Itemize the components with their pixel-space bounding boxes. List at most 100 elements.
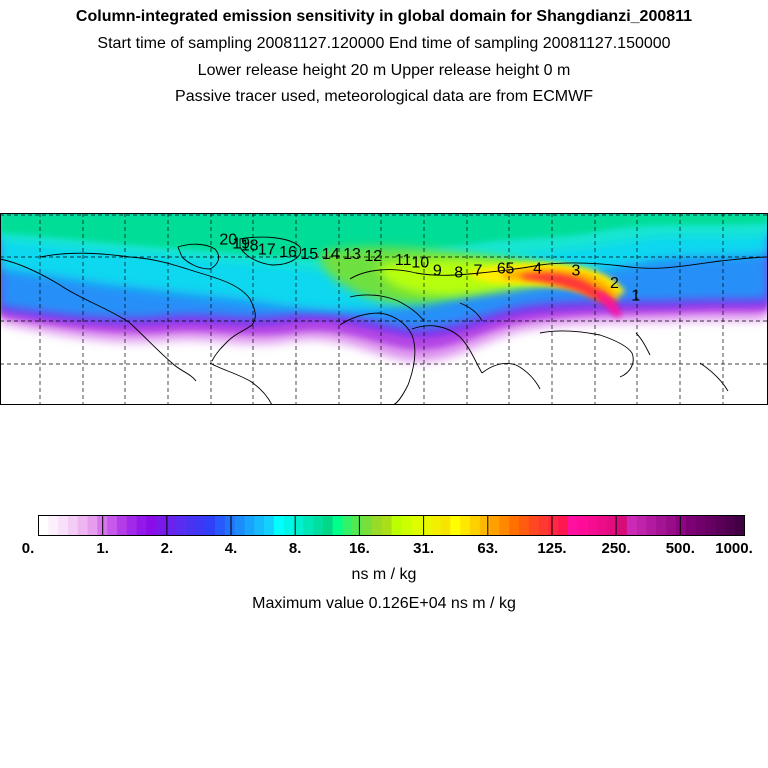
- colorbar-cell: [156, 515, 167, 536]
- trajectory-label-11: 11: [395, 252, 412, 269]
- colorbar-cell: [656, 515, 667, 536]
- trajectory-label-2: 2: [610, 275, 619, 292]
- colorbar-cell: [58, 515, 69, 536]
- colorbar-tick-label: 1.: [96, 540, 109, 557]
- trajectory-label-9: 9: [433, 263, 442, 280]
- colorbar-cell: [685, 515, 696, 536]
- colorbar-cell: [430, 515, 441, 536]
- colorbar-cell: [224, 515, 235, 536]
- trajectory-label-4: 4: [533, 261, 542, 278]
- release-heights: Lower release height 20 m Upper release …: [197, 62, 571, 79]
- colorbar-cell: [538, 515, 549, 536]
- colorbar-cell: [469, 515, 481, 536]
- colorbar-tick-label: 4.: [224, 540, 238, 557]
- maximum-value: Maximum value 0.126E+04 ns m / kg: [252, 595, 516, 612]
- colorbar-cell: [175, 515, 186, 536]
- trajectory-label-1: 1: [631, 288, 640, 305]
- colorbar-cell: [234, 515, 245, 536]
- trajectory-label-12: 12: [364, 248, 382, 265]
- colorbar-cell: [450, 515, 461, 536]
- trajectory-label-5: 5: [505, 261, 514, 278]
- colorbar-cell: [254, 515, 265, 536]
- colorbar-cell: [460, 515, 471, 536]
- trajectory-label-3: 3: [572, 263, 581, 280]
- colorbar-cell: [440, 515, 451, 536]
- colorbar-cell: [107, 515, 118, 536]
- colorbar-cell: [666, 515, 677, 536]
- colorbar-tick-label: 1000.: [715, 540, 753, 557]
- colorbar-cell: [509, 515, 520, 536]
- colorbar-cell: [715, 515, 726, 536]
- colorbar-cell: [264, 515, 275, 536]
- colorbar-cell: [48, 515, 59, 536]
- trajectory-label-16: 16: [279, 244, 297, 261]
- colorbar-cell: [734, 515, 745, 536]
- trajectory-label-19: 19: [232, 236, 250, 253]
- colorbar-tick-label: 8.: [288, 540, 302, 557]
- colorbar-cell: [695, 515, 706, 536]
- colorbar-cell: [587, 515, 598, 536]
- colorbar-cell: [332, 515, 343, 536]
- colorbar-cell: [303, 515, 314, 536]
- trajectory-label-7: 7: [473, 263, 482, 280]
- colorbar-cell: [597, 515, 608, 536]
- colorbar-cell: [705, 515, 716, 536]
- colorbar-cell: [283, 515, 294, 536]
- colorbar-cell: [342, 515, 353, 536]
- trajectory-label-8: 8: [454, 265, 463, 282]
- trajectory-label-20: 20: [219, 231, 237, 248]
- colorbar-cell: [558, 515, 569, 536]
- colorbar-cell: [420, 515, 432, 536]
- colorbar-cell: [136, 515, 147, 536]
- colorbar-cell: [636, 515, 647, 536]
- colorbar-cell: [244, 515, 255, 536]
- trajectory-label-14: 14: [322, 246, 340, 263]
- colorbar-cell: [205, 515, 216, 536]
- colorbar-cell: [518, 515, 530, 536]
- colorbar-cell: [77, 515, 88, 536]
- trajectory-label-10: 10: [411, 254, 429, 271]
- colorbar-cell: [215, 515, 226, 536]
- trajectory-label-6: 6: [497, 261, 506, 278]
- colorbar-cell: [165, 515, 177, 536]
- colorbar-cell: [352, 515, 363, 536]
- trajectory-label-17: 17: [258, 242, 276, 259]
- colorbar: [38, 515, 745, 536]
- colorbar-cell: [489, 515, 500, 536]
- map-title: Column-integrated emission sensitivity i…: [75, 8, 693, 25]
- colorbar-cell: [528, 515, 539, 536]
- colorbar-cell: [607, 515, 618, 536]
- colorbar-cell: [724, 515, 735, 536]
- colorbar-cell: [577, 515, 588, 536]
- colorbar-cell: [362, 515, 373, 536]
- colorbar-cell: [126, 515, 137, 536]
- colorbar-cell: [646, 515, 657, 536]
- coastlines: [0, 236, 768, 405]
- colorbar-cell: [675, 515, 686, 536]
- colorbar-cell: [391, 515, 402, 536]
- sampling-times: Start time of sampling 20081127.120000 E…: [97, 35, 671, 52]
- colorbar-cell: [185, 515, 196, 536]
- colorbar-cell: [617, 515, 628, 536]
- colorbar-tick-label: 250.: [601, 540, 631, 557]
- colorbar-cell: [479, 515, 490, 536]
- colorbar-cell: [568, 515, 579, 536]
- colorbar-cell: [313, 515, 324, 536]
- colorbar-tick-label: 63.: [477, 540, 499, 557]
- colorbar-tick-label: 16.: [348, 540, 370, 557]
- colorbar-cell: [67, 515, 79, 536]
- colorbar-cell: [273, 515, 284, 536]
- colorbar-cell: [87, 515, 98, 536]
- colorbar-cell: [146, 515, 157, 536]
- colorbar-tick-label: 500.: [665, 540, 695, 557]
- colorbar-cell: [371, 515, 382, 536]
- colorbar-units: ns m / kg: [351, 566, 417, 583]
- trajectory-label-13: 13: [343, 246, 361, 263]
- trajectory-label-18: 18: [241, 238, 259, 255]
- colorbar-cell: [411, 515, 422, 536]
- colorbar-tick-label: 2.: [160, 540, 174, 557]
- colorbar-cell: [499, 515, 510, 536]
- colorbar-tick-label: 125.: [537, 540, 567, 557]
